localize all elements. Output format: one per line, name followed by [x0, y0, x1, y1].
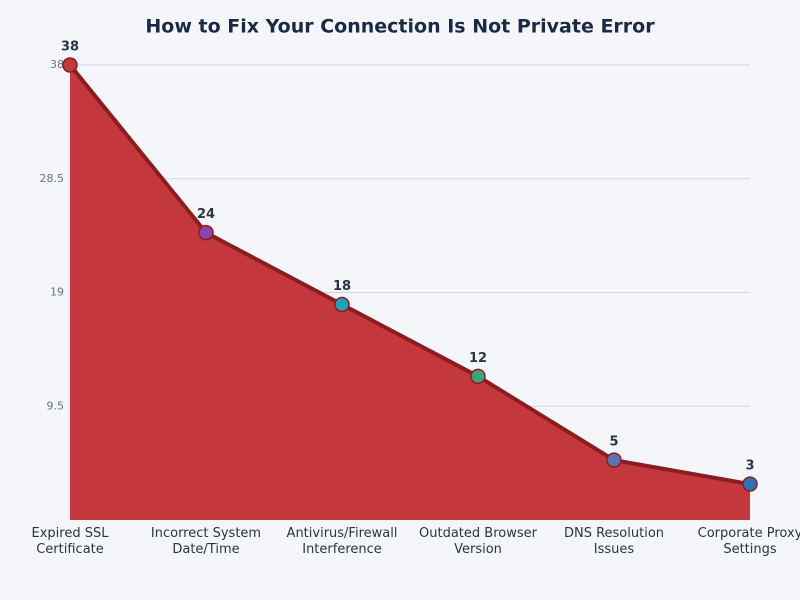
area — [70, 65, 750, 520]
x-tick-label: Incorrect System Date/Time — [150, 526, 262, 557]
x-tick-label-box: Antivirus/Firewall Interference — [286, 526, 398, 557]
data-point — [334, 296, 350, 313]
x-tick-label-box: Corporate Proxy Settings — [697, 526, 800, 557]
data-label: 18 — [333, 279, 351, 294]
x-tick-label-box: Incorrect System Date/Time — [150, 526, 262, 557]
y-tick-label: 19 — [50, 286, 64, 299]
x-tick-label-box: DNS Resolution Issues — [563, 526, 665, 557]
data-point — [470, 368, 486, 385]
line — [68, 63, 751, 487]
y-tick-label: 9.5 — [47, 399, 65, 412]
data-point — [62, 57, 78, 73]
data-label: 3 — [745, 459, 754, 474]
x-tick-label: Antivirus/Firewall Interference — [286, 526, 398, 557]
chart-title: How to Fix Your Connection Is Not Privat… — [145, 16, 655, 38]
y-tick-label: 28.5 — [40, 172, 65, 185]
data-point — [606, 452, 622, 468]
data-label: 38 — [61, 40, 79, 55]
data-label: 5 — [609, 435, 618, 450]
x-tick-label-box: Expired SSL Certificate — [31, 526, 109, 557]
x-tick-label: Outdated Browser Version — [419, 526, 537, 557]
data-label: 12 — [469, 351, 487, 366]
x-tick-label: DNS Resolution Issues — [563, 526, 665, 557]
x-tick-label: Corporate Proxy Settings — [697, 526, 800, 557]
x-tick-label-box: Outdated Browser Version — [419, 526, 537, 557]
data-point — [742, 476, 758, 492]
y-tick-label: 38 — [50, 58, 64, 71]
data-label: 24 — [197, 207, 215, 222]
x-tick-label: Expired SSL Certificate — [31, 526, 109, 557]
data-point — [198, 224, 214, 241]
